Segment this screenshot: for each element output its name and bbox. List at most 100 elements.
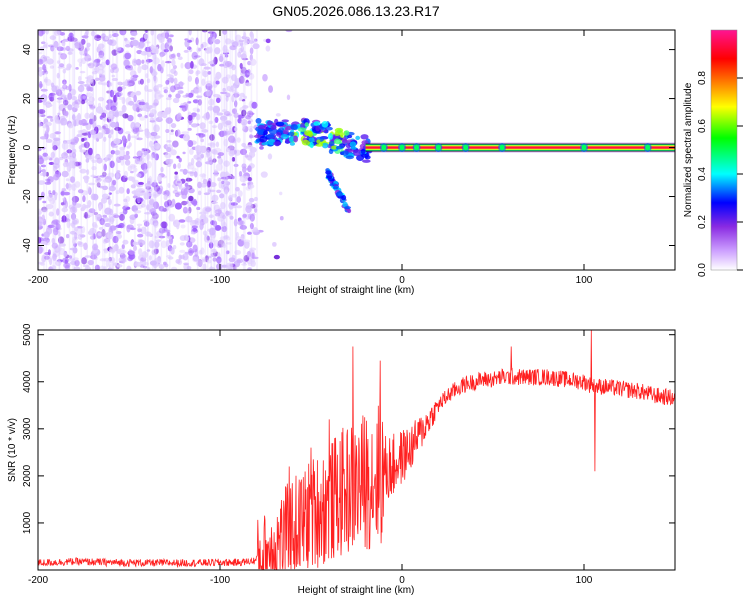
spectrogram-noise-cell [130, 121, 136, 130]
spectrogram-noise-cell [221, 225, 228, 233]
spectrogram-noise-cell [208, 120, 213, 125]
spectrogram-noise-streak [147, 30, 149, 270]
spectrogram-noise-cell [140, 226, 147, 235]
snr-xtick-label: 0 [399, 575, 405, 586]
spectrogram-noise-cell [215, 141, 220, 148]
spectrogram-noise-cell [188, 30, 192, 36]
spectrogram-noise-cell [158, 227, 166, 234]
spectrogram-noise-cell [167, 236, 172, 240]
spectrogram-xtick-label: 100 [576, 275, 593, 286]
spectrogram-noise-streak [231, 30, 233, 270]
spectrogram-noise-cell [183, 187, 188, 196]
spectrogram-noise-cell [67, 123, 74, 129]
spectrogram-noise-cell [137, 192, 145, 197]
spectrogram-noise-cell [144, 85, 149, 92]
spectrogram-noise-cell [79, 168, 87, 174]
spectrogram-noise-cell [115, 224, 123, 229]
spectrogram-noise-cell [242, 166, 247, 173]
spectrogram-noise-cell [63, 110, 69, 117]
spectrogram-noise-cell [146, 249, 151, 252]
spectrogram-noise-cell [251, 101, 258, 109]
spectrogram-noise-cell [80, 137, 85, 142]
spectrogram-noise-cell [218, 55, 224, 62]
spectrogram-noise-cell [74, 181, 81, 188]
spectrogram-noise-cell [216, 189, 222, 194]
snr-xtick-label: -200 [28, 575, 48, 586]
spectrogram-noise-cell [174, 174, 178, 181]
spectrogram-noise-cell [91, 71, 98, 75]
spectrogram-noise-cell [114, 126, 122, 131]
spectrogram-noise-cell [73, 136, 79, 144]
spectrogram-noise-streak [204, 30, 207, 270]
spectrogram-noise-cell [126, 188, 130, 195]
spectrogram-noise-cell [47, 176, 54, 183]
spectrogram-noise-streak [223, 30, 225, 270]
spectrogram-noise-cell [122, 239, 129, 245]
spectrogram-noise-cell [90, 30, 96, 37]
spectrogram-noise-cell [216, 256, 222, 264]
spectrogram-noise-cell [133, 210, 142, 214]
spectrogram-noise-cell [80, 207, 85, 212]
spectrogram-noise-cell [170, 122, 177, 129]
spectrogram-noise-cell [146, 78, 151, 84]
spectrogram-noise-cell [178, 157, 182, 163]
spectrogram-noise-cell [180, 224, 186, 229]
spectrogram-noise-cell [72, 257, 79, 261]
spectrogram-noise-cell [202, 263, 207, 270]
spectrogram-noise-cell [242, 50, 247, 59]
colorbar-label: Normalized spectral amplitude [683, 82, 694, 217]
spectrogram-noise-cell [182, 169, 189, 173]
spectrogram-noise-cell [110, 129, 114, 135]
spectrogram-noise-cell [38, 218, 46, 222]
spectrogram-noise-cell [144, 115, 148, 119]
spectrogram-noise-cell [124, 43, 131, 48]
colorbar-tick-label: 0.4 [697, 167, 708, 181]
spectrogram-noise-cell [198, 249, 203, 255]
spectrogram-noise-cell [93, 114, 97, 122]
spectrogram-noise-cell [61, 215, 67, 222]
spectrogram-noise-cell [130, 184, 136, 189]
spectrogram-noise-cell [177, 81, 185, 86]
spectrogram-noise-cell [250, 258, 256, 263]
spectrogram-noise-cell [249, 47, 254, 55]
spectrogram-noise-cell [112, 235, 119, 244]
spectrogram-noise-cell [214, 47, 221, 55]
spectrogram-noise-streak [95, 30, 97, 270]
spectrogram-noise-cell [217, 177, 222, 182]
spectrogram-noise-cell [163, 49, 169, 53]
spectrogram-noise-cell [89, 118, 94, 125]
spectrogram-noise-cell [187, 162, 192, 167]
spectrogram-noise-cell [248, 197, 255, 203]
spectrogram-noise-streak [144, 30, 147, 270]
spectrogram-noise-cell [214, 75, 220, 82]
spectrogram-noise-streak [58, 30, 61, 270]
spectrogram-noise-cell [78, 61, 83, 67]
spectrogram-noise-cell [219, 115, 228, 121]
spectrogram-noise-cell [45, 30, 49, 35]
spectrogram-noise-cell [111, 30, 118, 34]
spectrogram-noise-cell [140, 50, 148, 56]
spectrogram-noise-streak [225, 30, 228, 270]
spectrogram-noise-cell [228, 194, 233, 202]
spectrogram-noise-cell [137, 233, 144, 238]
spectrogram-noise-cell [199, 222, 204, 231]
spectrogram-noise-cell [221, 244, 227, 249]
spectrogram-noise-cell [78, 93, 82, 102]
spectrogram-noise-cell [77, 81, 85, 85]
spectrogram-noise-cell [52, 227, 59, 236]
spectrogram-noise-cell [115, 46, 122, 52]
spectrogram-noise-cell [106, 111, 114, 120]
spectrogram-noise-cell [148, 204, 155, 208]
spectrogram-noise-cell [136, 204, 143, 209]
spectrogram-noise-cell [217, 152, 225, 157]
spectrogram-noise-cell [189, 250, 193, 254]
spectrogram-noise-cell [150, 104, 157, 108]
carrier-core [365, 146, 675, 149]
spectrogram-noise-cell [132, 245, 138, 252]
spectrogram-noise-cell [97, 55, 105, 61]
spectrogram-noise-cell [108, 208, 114, 216]
spectrogram-noise-cell [52, 253, 57, 261]
spectrogram-noise-cell [38, 236, 42, 244]
spectrogram-noise-cell [60, 53, 68, 60]
spectrogram-noise-cell [208, 241, 214, 249]
